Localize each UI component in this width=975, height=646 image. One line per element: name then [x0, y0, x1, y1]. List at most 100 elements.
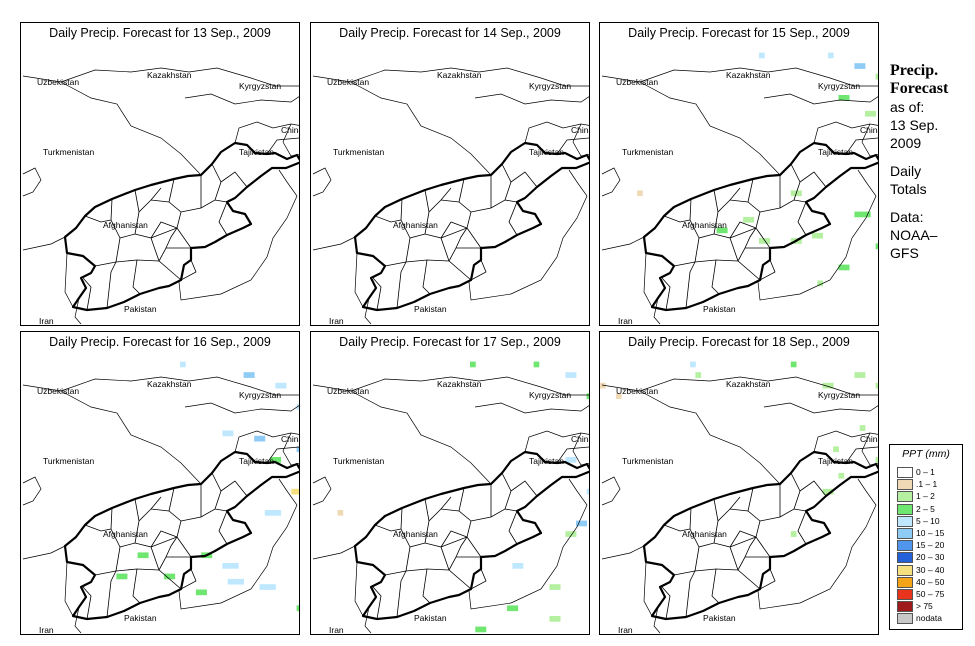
country-label-uzbekistan: Uzbekistan	[327, 386, 369, 396]
province-boundary	[218, 510, 228, 545]
country-label-china: China	[860, 125, 878, 135]
side-as-of: as of:	[890, 99, 925, 115]
province-boundary	[180, 568, 197, 590]
province-boundary	[470, 568, 487, 590]
country-label-china: China	[860, 434, 878, 444]
province-boundary	[374, 215, 402, 223]
country-label-tajikistan: Tajikistan	[818, 147, 853, 157]
border-pakistan	[364, 169, 588, 325]
map-area: Kazakhstan Uzbekistan Kyrgyzstan China Turkm…	[20, 351, 300, 635]
legend-swatch	[897, 613, 913, 625]
forecast-panel-5: Daily Precip. Forecast for 17 Sep., 2009…	[310, 331, 590, 636]
panel-title: Daily Precip. Forecast for 17 Sep., 2009	[310, 331, 590, 353]
province-boundary	[106, 570, 117, 618]
map-area: Kazakhstan Uzbekistan Kyrgyzstan China Turkm…	[310, 351, 590, 635]
precip-cell	[875, 382, 878, 389]
panel-title: Daily Precip. Forecast for 18 Sep., 2009	[599, 331, 879, 353]
province-boundary	[220, 171, 248, 188]
country-label-afghanistan: Afghanistan	[393, 220, 438, 230]
country-label-kazakhstan: Kazakhstan	[147, 70, 192, 80]
precip-cell	[565, 372, 577, 378]
province-boundary	[673, 568, 761, 590]
legend-label: 5 – 10	[916, 515, 940, 526]
province-boundary	[84, 524, 112, 532]
precip-cell	[865, 110, 876, 117]
country-label-turkmenistan: Turkmenistan	[622, 147, 673, 157]
precip-cell	[854, 211, 871, 218]
country-label-iran: Iran	[618, 625, 633, 634]
precip-cell	[180, 361, 186, 368]
province-boundaries	[82, 163, 248, 311]
map-svg: Kazakhstan Uzbekistan Kyrgyzstan China Turkm…	[22, 361, 299, 634]
border-kyrgyzstan	[763, 93, 878, 105]
legend-swatch	[897, 467, 913, 478]
province-boundary	[790, 472, 801, 510]
precip-cell	[470, 361, 476, 368]
precip-cell	[137, 552, 149, 559]
border-uzbekistan	[60, 81, 202, 176]
side-source-2: GFS	[890, 245, 919, 261]
precip-cell	[833, 446, 839, 453]
legend-swatch	[897, 515, 913, 527]
precip-cell	[270, 457, 282, 463]
legend-title: PPT (mm)	[902, 448, 950, 460]
country-label-china: China	[571, 434, 589, 444]
province-boundary	[440, 187, 452, 201]
country-label-pakistan: Pakistan	[414, 613, 447, 623]
country-label-iran: Iran	[329, 316, 344, 325]
precip-cell	[164, 573, 176, 580]
precip-cell	[615, 393, 622, 400]
border-iran	[601, 236, 653, 308]
province-boundary	[797, 201, 807, 236]
precip-cell	[533, 361, 540, 368]
panel-title: Daily Precip. Forecast for 16 Sep., 2009	[20, 331, 300, 353]
province-boundary	[372, 586, 382, 620]
border-pakistan	[74, 169, 298, 325]
province-boundary	[458, 178, 465, 203]
afghanistan-border	[642, 141, 878, 312]
precip-cell	[243, 372, 255, 378]
province-boundary	[165, 536, 178, 558]
precip-cell	[759, 52, 765, 59]
province-boundary	[713, 498, 719, 522]
caspian-coast	[22, 167, 42, 197]
province-boundary	[168, 487, 175, 512]
precip-cell	[586, 393, 589, 400]
precip-cell	[549, 584, 561, 590]
province-boundary	[737, 556, 770, 571]
legend-swatch	[897, 552, 913, 564]
country-label-pakistan: Pakistan	[124, 304, 157, 314]
border-pakistan	[653, 169, 877, 325]
province-boundary	[150, 496, 162, 510]
precip-cell	[296, 446, 299, 453]
side-date-2: 2009	[890, 135, 922, 151]
country-label-afghanistan: Afghanistan	[682, 529, 727, 539]
province-boundary	[158, 247, 191, 262]
province-boundary	[694, 233, 739, 263]
precip-cell	[875, 457, 878, 463]
legend-swatch	[897, 479, 913, 491]
province-boundary	[158, 556, 191, 571]
precip-cell	[854, 63, 866, 69]
legend-swatch	[897, 564, 913, 576]
side-daily: Daily	[890, 163, 922, 179]
legend-swatch	[897, 503, 913, 515]
province-boundaries	[661, 163, 827, 311]
province-boundary	[384, 259, 472, 281]
province-boundary	[799, 480, 827, 497]
precip-cell	[716, 227, 728, 234]
country-label-afghanistan: Afghanistan	[103, 220, 148, 230]
province-boundary	[168, 178, 175, 203]
province-boundary	[661, 586, 671, 620]
province-boundary	[180, 259, 197, 281]
province-boundary	[150, 187, 162, 201]
province-boundary	[424, 189, 430, 213]
province-boundary	[747, 487, 754, 512]
legend-label: nodata	[916, 613, 942, 624]
country-label-tajikistan: Tajikistan	[239, 456, 274, 466]
map-svg: Kazakhstan Uzbekistan Kyrgyzstan China Turkm…	[312, 67, 589, 325]
province-boundary	[755, 227, 771, 249]
precip-cell	[507, 605, 519, 612]
caspian-coast	[601, 167, 621, 197]
forecast-panel-6: Daily Precip. Forecast for 18 Sep., 2009…	[599, 331, 879, 636]
